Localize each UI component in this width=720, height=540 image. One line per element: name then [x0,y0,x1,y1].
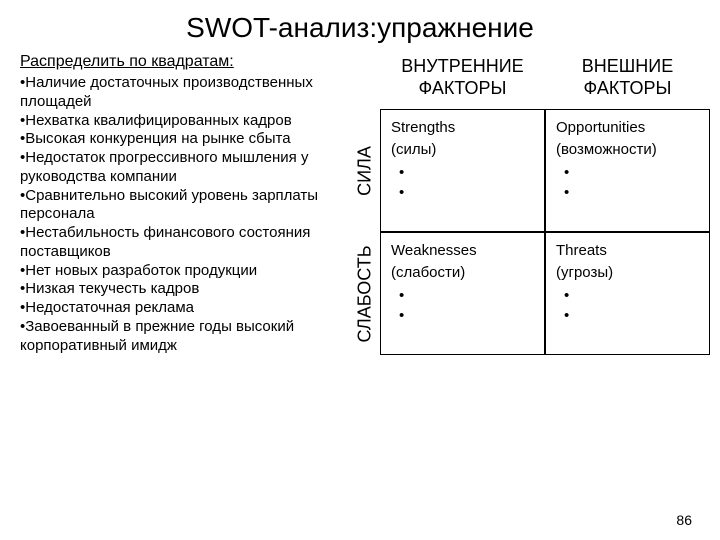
cell-weaknesses: Weaknesses (слабости) • • [380,232,545,355]
row-label-strength: СИЛА [350,109,380,232]
cell-subtitle: (угрозы) [556,263,699,283]
list-item: •Нет новых разработок продукции [20,262,350,281]
subtitle: Распределить по квадратам: [20,52,350,72]
cell-strengths: Strengths (силы) • • [380,109,545,232]
cell-title: Opportunities [556,118,699,138]
list-item: •Нехватка квалифицированных кадров [20,112,350,131]
row-label-weakness: СЛАБОСТЬ [350,232,380,355]
list-item: •Низкая текучесть кадров [20,280,350,299]
cell-subtitle: (слабости) [391,263,534,283]
slide-title: SWOT-анализ:упражнение [0,0,720,52]
cell-title: Strengths [391,118,534,138]
content-area: Распределить по квадратам: •Наличие дост… [0,52,720,355]
header-line: ФАКТОРЫ [547,78,708,100]
cell-subtitle: (возможности) [556,140,699,160]
bullet: • [556,163,699,183]
bullet: • [391,306,534,326]
page-number: 86 [676,512,692,528]
swot-grid: Strengths (силы) • • Opportunities (возм… [380,109,710,355]
bullet: • [391,163,534,183]
row-label-text: СЛАБОСТЬ [355,245,376,342]
row-labels: СИЛА СЛАБОСТЬ [350,109,380,355]
item-list: •Наличие достаточных производственных пл… [20,74,350,355]
cell-threats: Threats (угрозы) • • [545,232,710,355]
left-column: Распределить по квадратам: •Наличие дост… [20,52,350,355]
row-label-text: СИЛА [355,146,376,196]
cell-subtitle: (силы) [391,140,534,160]
header-line: ВНЕШНИЕ [547,56,708,78]
bullet: • [556,306,699,326]
list-item: •Сравнительно высокий уровень зарплаты п… [20,187,350,225]
column-headers: ВНУТРЕННИЕ ФАКТОРЫ ВНЕШНИЕ ФАКТОРЫ [350,52,710,109]
header-line: ВНУТРЕННИЕ [382,56,543,78]
bullet: • [391,286,534,306]
cell-opportunities: Opportunities (возможности) • • [545,109,710,232]
grid-wrap: СИЛА СЛАБОСТЬ Strengths (силы) • • Oppor… [350,109,710,355]
list-item: •Недостаток прогрессивного мышления у ру… [20,149,350,187]
list-item: •Нестабильность финансового состояния по… [20,224,350,262]
list-item: •Завоеванный в прежние годы высокий корп… [20,318,350,356]
header-external: ВНЕШНИЕ ФАКТОРЫ [545,52,710,109]
bullet: • [391,183,534,203]
header-internal: ВНУТРЕННИЕ ФАКТОРЫ [380,52,545,109]
right-column: ВНУТРЕННИЕ ФАКТОРЫ ВНЕШНИЕ ФАКТОРЫ СИЛА … [350,52,710,355]
header-line: ФАКТОРЫ [382,78,543,100]
list-item: •Недостаточная реклама [20,299,350,318]
cell-title: Weaknesses [391,241,534,261]
bullet: • [556,286,699,306]
bullet: • [556,183,699,203]
cell-title: Threats [556,241,699,261]
list-item: •Наличие достаточных производственных пл… [20,74,350,112]
list-item: •Высокая конкуренция на рынке сбыта [20,130,350,149]
